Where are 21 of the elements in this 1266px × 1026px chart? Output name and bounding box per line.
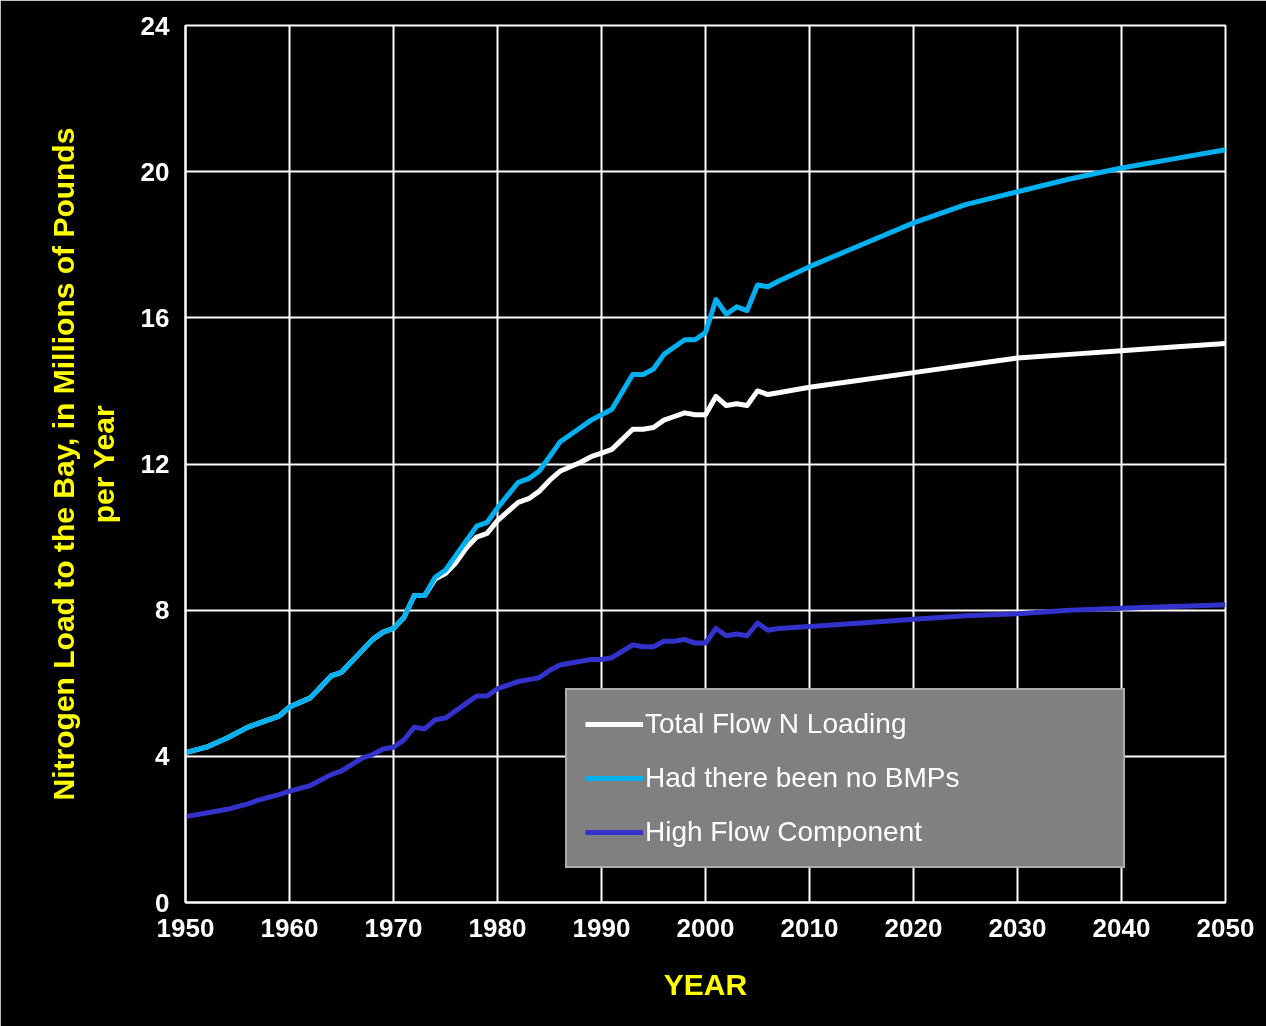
y-tick-label: 24 <box>140 10 171 41</box>
y-tick-label: 4 <box>155 741 171 772</box>
x-tick-label: 1970 <box>364 912 423 943</box>
x-axis-title: YEAR <box>663 967 748 1001</box>
x-tick-label: 2020 <box>884 912 943 943</box>
y-axis-title: Nitrogen Load to the Bay, in Millions of Pounds per Year <box>46 127 120 801</box>
x-tick-label: 1980 <box>468 912 527 943</box>
x-tick-label: 2000 <box>676 912 735 943</box>
legend-label: High Flow Component <box>645 816 924 848</box>
y-tick-label: 16 <box>140 302 170 333</box>
y-tick-label: 20 <box>140 156 170 187</box>
y-tick-label: 12 <box>140 449 170 479</box>
x-tick-label: 2010 <box>780 912 839 943</box>
x-tick-label: 1990 <box>572 912 631 943</box>
y-tick-label: 8 <box>155 595 170 626</box>
x-tick-label: 2050 <box>1196 912 1255 943</box>
x-tick-label: 2040 <box>1092 912 1151 943</box>
x-tick-label: 1960 <box>260 912 319 943</box>
legend-label: Had there been no BMPs <box>645 762 961 794</box>
legend-label: Total Flow N Loading <box>645 708 908 740</box>
x-tick-label: 2030 <box>988 912 1047 943</box>
